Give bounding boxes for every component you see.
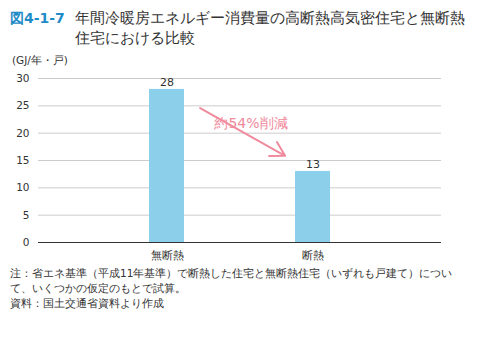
svg-text:30: 30 [16, 72, 29, 84]
svg-text:20: 20 [16, 127, 29, 139]
html-text:資料：国土交通省資料より作成: 資料：国土交通省資料より作成 [10, 297, 164, 309]
html-text:(GJ/年・戸): (GJ/年・戸) [12, 54, 68, 66]
svg-text:28: 28 [160, 76, 174, 89]
svg-text:10: 10 [16, 181, 29, 193]
svg-text:5: 5 [23, 209, 30, 221]
html-text:年間冷暖房エネルギー消費量の高断熱高気密住宅と無断熱住宅にお: 年間冷暖房エネルギー消費量の高断熱高気密住宅と無断熱住宅における比較 [74, 10, 465, 46]
html-text:図4-1-7: 図4-1-7 [10, 10, 65, 26]
svg-text:25: 25 [16, 99, 29, 111]
svg-text:13: 13 [306, 158, 320, 171]
svg-text:無断熱: 無断熱 [151, 249, 184, 261]
svg-text:約54%削減: 約54%削減 [214, 115, 287, 131]
svg-text:断熱: 断熱 [302, 249, 324, 261]
svg-text:15: 15 [16, 154, 29, 166]
html-text:注：省エネ基準（平成11年基準）で断熱した住宅と無断熱住宅（: 注：省エネ基準（平成11年基準）で断熱した住宅と無断熱住宅（いずれも戸建て）につ… [10, 267, 453, 294]
svg-text:0: 0 [23, 236, 30, 248]
